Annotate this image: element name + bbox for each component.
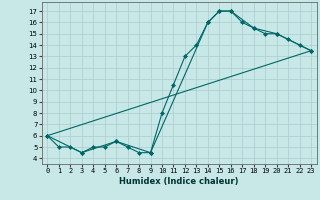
X-axis label: Humidex (Indice chaleur): Humidex (Indice chaleur) [119, 177, 239, 186]
